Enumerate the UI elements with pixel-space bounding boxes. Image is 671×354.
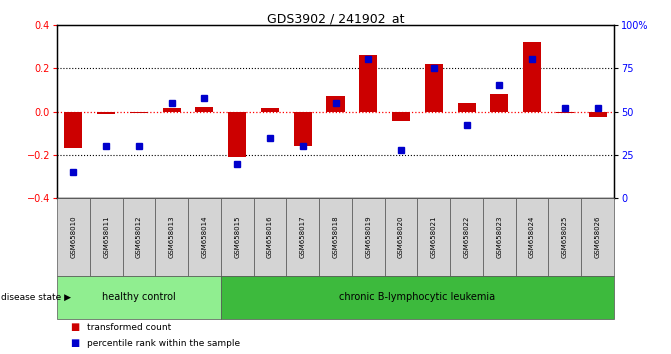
Text: GSM658025: GSM658025 xyxy=(562,216,568,258)
Text: GSM658012: GSM658012 xyxy=(136,216,142,258)
Bar xyxy=(450,198,483,276)
Bar xyxy=(57,198,90,276)
Text: GSM658017: GSM658017 xyxy=(300,216,306,258)
Bar xyxy=(588,112,607,117)
Text: GSM658016: GSM658016 xyxy=(267,216,273,258)
Bar xyxy=(130,112,148,113)
Bar xyxy=(384,198,417,276)
Text: percentile rank within the sample: percentile rank within the sample xyxy=(87,339,240,348)
Bar xyxy=(64,112,83,148)
Bar xyxy=(556,112,574,113)
Bar xyxy=(483,198,516,276)
Bar xyxy=(458,103,476,112)
Bar xyxy=(327,96,344,112)
Bar xyxy=(319,198,352,276)
Bar xyxy=(294,112,312,146)
Bar xyxy=(491,94,509,112)
Bar xyxy=(57,276,221,319)
Bar xyxy=(195,107,213,112)
Text: GSM658013: GSM658013 xyxy=(168,216,174,258)
Text: GSM658014: GSM658014 xyxy=(201,216,207,258)
Text: GSM658023: GSM658023 xyxy=(497,216,503,258)
Text: GSM658022: GSM658022 xyxy=(464,216,470,258)
Bar xyxy=(97,112,115,114)
Text: transformed count: transformed count xyxy=(87,323,172,332)
Bar xyxy=(90,198,123,276)
Text: GSM658019: GSM658019 xyxy=(365,216,371,258)
Bar xyxy=(155,198,188,276)
Bar xyxy=(123,198,155,276)
Text: GSM658021: GSM658021 xyxy=(431,216,437,258)
Bar xyxy=(417,198,450,276)
Bar xyxy=(516,198,548,276)
Text: GSM658020: GSM658020 xyxy=(398,216,404,258)
Bar xyxy=(548,198,581,276)
Text: healthy control: healthy control xyxy=(102,292,176,302)
Bar xyxy=(162,108,180,112)
Bar xyxy=(254,198,287,276)
Text: GSM658011: GSM658011 xyxy=(103,216,109,258)
Text: GSM658018: GSM658018 xyxy=(333,216,338,258)
Bar xyxy=(221,198,254,276)
Text: chronic B-lymphocytic leukemia: chronic B-lymphocytic leukemia xyxy=(340,292,495,302)
Text: disease state ▶: disease state ▶ xyxy=(1,293,70,302)
Bar xyxy=(392,112,410,121)
Bar xyxy=(287,198,319,276)
Bar xyxy=(228,112,246,157)
Bar xyxy=(359,55,377,112)
Bar xyxy=(221,276,614,319)
Text: GSM658026: GSM658026 xyxy=(595,216,601,258)
Text: ■: ■ xyxy=(70,322,80,332)
Bar xyxy=(188,198,221,276)
Bar xyxy=(352,198,384,276)
Text: GSM658015: GSM658015 xyxy=(234,216,240,258)
Bar xyxy=(425,64,443,112)
Text: GSM658010: GSM658010 xyxy=(70,216,76,258)
Bar xyxy=(523,42,541,112)
Bar xyxy=(581,198,614,276)
Text: GSM658024: GSM658024 xyxy=(529,216,535,258)
Title: GDS3902 / 241902_at: GDS3902 / 241902_at xyxy=(267,12,404,25)
Text: ■: ■ xyxy=(70,338,80,348)
Bar xyxy=(261,108,279,112)
